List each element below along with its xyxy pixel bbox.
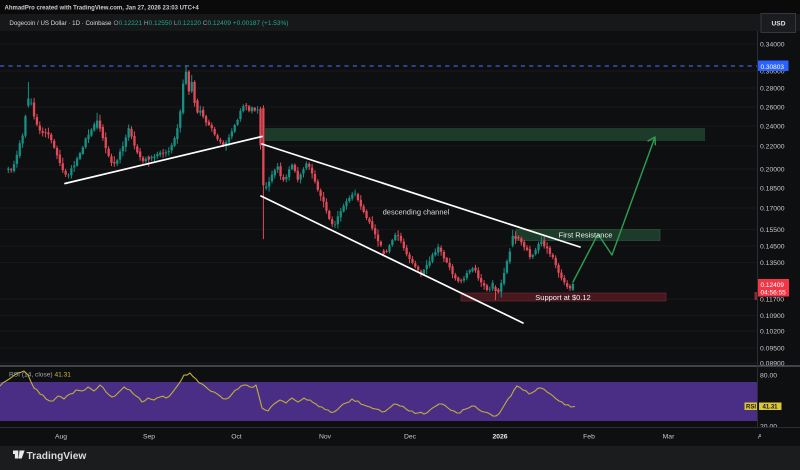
svg-text:0.24000: 0.24000 [760, 123, 785, 130]
svg-text:Dec: Dec [404, 434, 417, 441]
svg-text:Nov: Nov [319, 434, 332, 441]
svg-text:Mar: Mar [663, 434, 675, 441]
svg-text:Support at $0.12: Support at $0.12 [535, 293, 590, 302]
svg-text:0.26000: 0.26000 [760, 104, 785, 111]
svg-text:TradingView: TradingView [27, 451, 87, 462]
svg-text:0.30803: 0.30803 [761, 64, 785, 71]
svg-text:USD: USD [772, 21, 786, 28]
svg-text:0.10900: 0.10900 [760, 313, 785, 320]
svg-text:0.28000: 0.28000 [760, 85, 785, 92]
svg-text:Dogecoin / US Dollar · 1D · Co: Dogecoin / US Dollar · 1D · Coinbase [9, 20, 112, 27]
svg-text:0.34000: 0.34000 [760, 41, 785, 48]
svg-text:O0.12221 H0.12550 L0.12120: O0.12221 H0.12550 L0.12120 C0.12409 +0.0… [114, 20, 289, 27]
svg-text:20.00: 20.00 [760, 423, 777, 430]
svg-text:0.20000: 0.20000 [760, 166, 785, 173]
svg-text:Feb: Feb [583, 434, 595, 441]
svg-text:RSI: RSI [746, 405, 756, 411]
svg-text:0.09500: 0.09500 [760, 345, 785, 352]
svg-text:0.15500: 0.15500 [760, 227, 785, 234]
svg-text:41.31: 41.31 [762, 405, 778, 411]
svg-text:80.00: 80.00 [760, 372, 777, 379]
svg-text:0.14500: 0.14500 [760, 243, 785, 250]
svg-text:Oct: Oct [231, 434, 242, 441]
svg-text:descending channel: descending channel [383, 208, 450, 217]
svg-text:0.12409: 0.12409 [761, 282, 785, 289]
svg-text:AhmadPro created with TradingV: AhmadPro created with TradingView.com, J… [5, 6, 200, 12]
svg-text:0.22000: 0.22000 [760, 143, 785, 150]
svg-text:0.17000: 0.17000 [760, 205, 785, 212]
svg-text:04:56:55: 04:56:55 [761, 290, 787, 297]
svg-text:0.11700: 0.11700 [760, 296, 784, 303]
svg-text:Apr: Apr [758, 434, 769, 441]
svg-text:2026: 2026 [492, 434, 507, 441]
svg-text:0.18500: 0.18500 [760, 185, 785, 192]
svg-text:0.10200: 0.10200 [760, 328, 785, 335]
svg-text:First Resistance: First Resistance [559, 231, 613, 240]
svg-text:Aug: Aug [55, 434, 67, 441]
svg-text:RSI (14, close) 41.31: RSI (14, close) 41.31 [9, 371, 71, 378]
svg-text:Sep: Sep [143, 434, 155, 441]
svg-text:0.08900: 0.08900 [760, 360, 785, 367]
svg-text:0.13500: 0.13500 [760, 260, 785, 267]
svg-text:0.30000: 0.30000 [760, 68, 785, 75]
